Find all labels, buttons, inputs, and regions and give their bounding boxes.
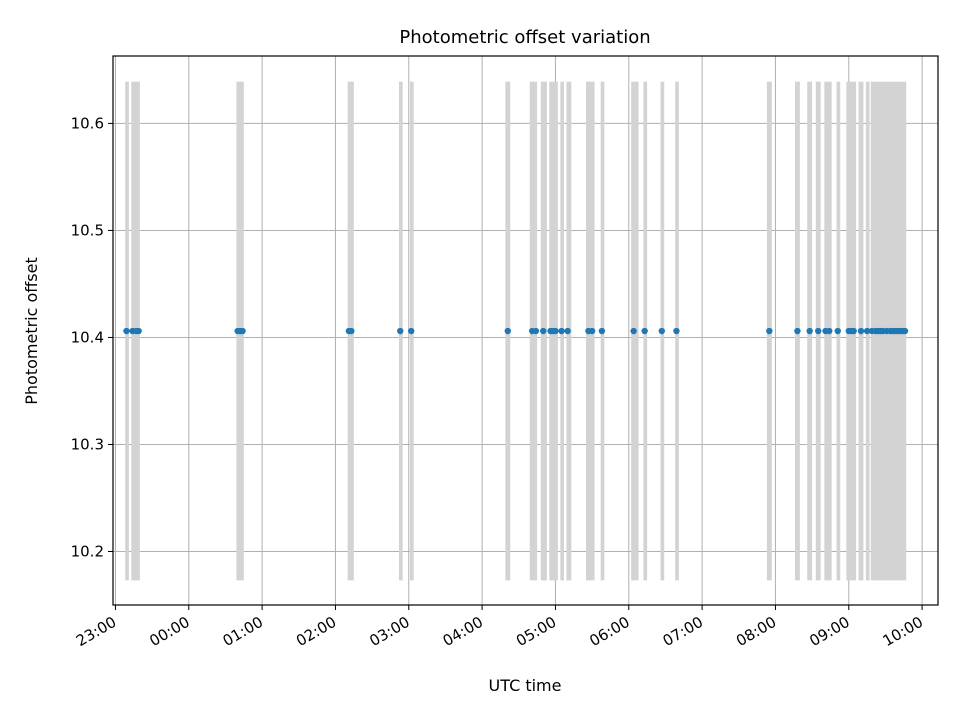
x-axis-title: UTC time [489,676,562,695]
x-tick-label: 10:00 [880,613,926,650]
data-point [588,327,596,335]
x-tick-label: 07:00 [660,613,706,650]
x-tick-label: 00:00 [146,613,192,650]
x-tick-label: 05:00 [513,613,559,650]
x-axis-ticks: 23:00 00:00 01:00 02:00 03:00 04:00 05:00 06:00… [73,605,926,650]
data-point [504,327,511,335]
data-point [850,327,857,335]
data-point [532,327,540,335]
y-tick-label: 10.4 [71,328,104,346]
x-tick-label: 04:00 [440,613,486,650]
y-tick-label: 10.6 [71,114,104,132]
y-tick-label: 10.2 [71,542,104,560]
x-tick-label: 09:00 [806,613,852,650]
data-point [826,327,833,335]
data-point [564,327,571,335]
data-point [239,327,246,335]
data-point [540,327,547,335]
data-point [766,327,773,335]
data-point [552,327,559,335]
data-point [630,327,637,335]
y-axis-ticks: 10.2 10.3 10.4 10.5 10.6 [71,114,113,560]
x-tick-label: 01:00 [220,613,266,650]
data-point [135,327,142,335]
data-point [815,327,822,335]
data-point [863,327,871,335]
data-point [408,327,415,335]
data-point [558,327,565,335]
data-point [397,327,404,335]
data-point [901,327,909,335]
data-point [123,327,130,335]
plot-frame [112,55,939,606]
y-tick-label: 10.5 [71,221,104,239]
data-point [834,327,841,335]
data-point [348,327,355,335]
chart-title: Photometric offset variation [399,27,650,48]
y-axis-title: Photometric offset [22,257,41,405]
x-tick-label: 02:00 [293,613,339,650]
x-tick-label: 08:00 [733,613,779,650]
plot-border [112,55,939,606]
data-point [806,327,813,335]
x-tick-label: 03:00 [366,613,412,650]
data-point [794,327,801,335]
data-point [598,327,606,335]
data-point [673,327,680,335]
data-point [857,327,865,335]
x-tick-label: 06:00 [586,613,632,650]
x-tick-label: 23:00 [73,613,119,650]
data-point [641,327,648,335]
y-tick-label: 10.3 [71,435,104,453]
data-point [658,327,665,335]
data-points [123,327,909,335]
